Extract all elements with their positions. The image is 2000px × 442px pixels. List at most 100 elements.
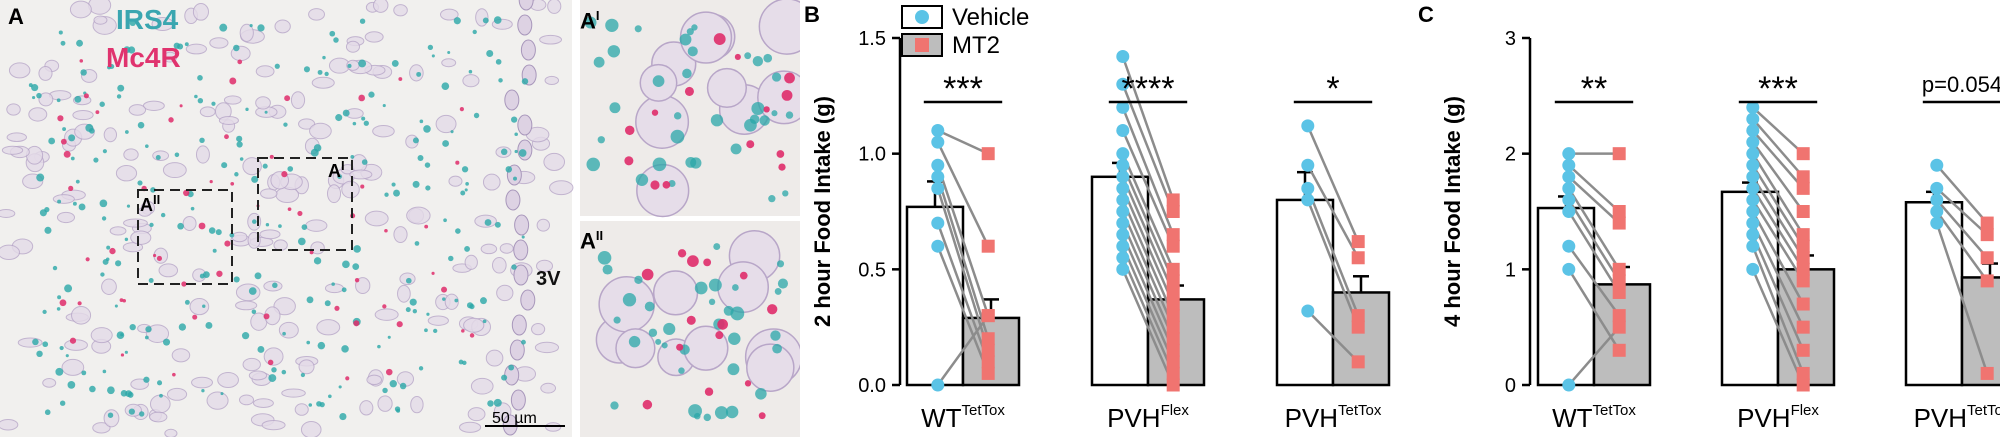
paired-line [1751,153,1805,236]
mt2-point [1796,297,1810,311]
significance-label: **** [1122,70,1175,108]
paired-line [1751,118,1805,178]
vehicle-point [1746,228,1760,242]
zoom-boxes [137,157,353,285]
vehicle-point [1116,147,1130,161]
mt2-point [1980,366,1994,380]
paired-line [1567,187,1621,270]
vehicle-point [1746,170,1760,184]
paired-line [937,129,989,155]
paired-line [1306,164,1360,259]
mt2-point [1612,285,1626,299]
vehicle-point [1746,205,1760,218]
mt2-point [1612,216,1626,230]
mt2-point [1796,228,1810,242]
vehicle-point [931,158,945,172]
mt2-point [1166,228,1180,242]
mt2-point [1166,297,1180,311]
mt2-point [1166,343,1180,357]
significance-label: *** [1758,70,1798,108]
mt2-point [1351,235,1365,249]
paired-line [1751,129,1805,190]
vehicle-point [1930,216,1944,230]
mt2-point [981,355,995,369]
paired-line [1935,199,1989,259]
paired-line [1751,176,1805,259]
chart-c: C 4 hour Food Intake (g) 0 1 2 3 ** WTTetTox ***… [1400,0,2000,437]
y-tick-label: 2 [1505,144,1516,166]
mt2-point [1796,170,1810,184]
vehicle-point [1116,216,1130,230]
paired-line [1306,187,1360,317]
mt2-point [1166,332,1180,346]
paired-line [1567,245,1621,317]
legend-label: MT2 [952,32,1000,59]
mt2-point [1796,205,1810,218]
paired-line [1567,326,1621,386]
paired-line [1121,106,1175,236]
y-tick-label: 3 [1505,28,1516,50]
vehicle-point [1562,239,1576,253]
signal-dots [28,16,795,422]
panel-label: B [804,2,820,27]
scale-bar-label: 50 µm [492,410,537,427]
mt2-point [1166,355,1180,369]
paired-line [1306,125,1360,243]
y-tick-label: 1.0 [858,144,886,166]
mt2-point [1351,309,1365,323]
vehicle-point [1562,262,1576,276]
mt2-point [1612,309,1626,323]
microscopy-panel: A IRS4 Mc4R AI AII AI AII 3V 50 µm [0,0,800,437]
paired-line [1935,164,1989,224]
paired-line [1306,199,1360,328]
vehicle-point [1116,181,1130,195]
vehicle-point [1562,181,1576,195]
vehicle-point [1930,181,1944,195]
paired-line [1121,222,1175,340]
zoom-box-1 [257,157,353,251]
vehicle-point [1746,100,1760,114]
significance-label: ** [1581,70,1607,108]
third-ventricle-label: 3V [536,268,561,290]
paired-line [1306,310,1360,363]
vehicle-point [1116,170,1130,184]
mt2-point [1612,205,1626,218]
mt2-point [1351,251,1365,265]
box-1-label: AI [328,158,345,181]
vehicle-point [1746,158,1760,172]
vehicle-point [1116,262,1130,276]
y-tick-label: 1.5 [858,28,886,50]
paired-line [1751,164,1805,247]
mt2-point [1166,193,1180,207]
paired-line [1751,234,1805,351]
vehicle-point [1116,239,1130,253]
mt2-point [1612,320,1626,334]
mt2-point [1796,343,1810,357]
paired-line [1751,245,1805,374]
y-tick-label: 0.5 [858,259,886,281]
paired-line [1121,257,1175,374]
group-label: PVHTetTox [1285,402,1382,433]
bar-mt2 [1331,291,1391,387]
mt2-point [1166,262,1180,276]
paired-line [1121,245,1175,363]
significance-label: * [1326,70,1339,108]
vehicle-point [931,124,945,138]
vehicle-point [1562,158,1576,172]
paired-line [936,187,990,351]
zoom-box-2 [137,189,233,285]
box-2-label: AII [140,192,161,215]
vehicle-point [1116,124,1130,138]
mt2-point [1166,309,1180,323]
vehicle-point [1301,158,1315,172]
paired-line [936,141,990,247]
legend-label: Vehicle [952,4,1029,31]
paired-line [1121,56,1175,201]
vehicle-point [1116,205,1130,218]
mt2-point [1796,181,1810,195]
vehicle-point [1746,147,1760,161]
legend-marker [915,10,929,24]
mt2-point [1796,378,1810,392]
y-axis-label: 4 hour Food Intake (g) [1440,96,1465,327]
group-label: WTTetTox [921,402,1005,433]
